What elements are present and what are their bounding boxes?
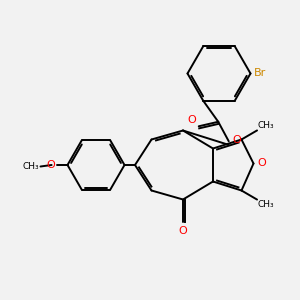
- Text: O: O: [188, 115, 196, 125]
- Text: O: O: [257, 158, 266, 169]
- Text: Br: Br: [254, 68, 266, 79]
- Text: O: O: [178, 226, 188, 236]
- Text: CH₃: CH₃: [258, 200, 274, 209]
- Text: CH₃: CH₃: [258, 121, 274, 130]
- Text: CH₃: CH₃: [23, 162, 40, 171]
- Text: O: O: [232, 135, 241, 145]
- Text: O: O: [47, 160, 56, 170]
